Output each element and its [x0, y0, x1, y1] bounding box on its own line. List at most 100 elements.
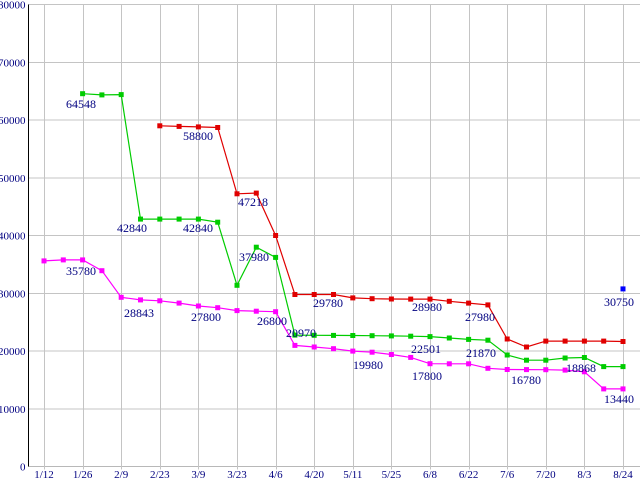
x-tick-label: 4/6: [269, 469, 284, 480]
red-series-point: [408, 296, 414, 302]
magenta-series-point: [273, 309, 279, 315]
y-tick-label: 10000: [0, 404, 26, 416]
green-series-point: [388, 333, 394, 339]
red-series-point: [331, 292, 336, 297]
magenta-series-point: [331, 346, 336, 352]
data-value-label: 29780: [313, 296, 343, 310]
x-tick-label: 5/11: [343, 469, 362, 480]
magenta-series-point: [157, 298, 163, 304]
magenta-series-point: [99, 268, 105, 274]
red-series-point: [253, 190, 259, 196]
magenta-series-point: [369, 349, 375, 355]
x-tick-label: 6/8: [423, 469, 438, 480]
magenta-series-point: [311, 344, 317, 350]
data-value-label: 20970: [286, 326, 316, 340]
y-tick-label: 60000: [0, 115, 26, 127]
red-series-point: [311, 292, 317, 297]
green-series-point: [176, 216, 182, 222]
green-series-point: [157, 216, 163, 222]
data-value-label: 58800: [183, 129, 213, 143]
data-value-label: 26800: [257, 314, 287, 328]
green-series-point: [350, 333, 356, 338]
red-series-point: [601, 338, 607, 344]
data-value-label: 42840: [117, 221, 147, 235]
red-series-point: [562, 338, 568, 344]
x-tick-label: 1/12: [34, 469, 54, 480]
y-tick-label: 20000: [0, 346, 26, 358]
green-series-point: [446, 335, 452, 341]
y-tick-label: 30000: [0, 288, 26, 300]
green-series-point: [273, 254, 279, 260]
magenta-series-point: [176, 300, 182, 306]
red-series-point: [273, 233, 279, 238]
red-series-point: [581, 338, 587, 344]
red-series-point: [543, 338, 549, 344]
magenta-series-point: [292, 342, 298, 348]
x-tick-label: 7/20: [536, 469, 556, 480]
magenta-series-point: [388, 352, 394, 357]
data-value-label: 30750: [604, 295, 634, 309]
x-tick-label: 5/25: [382, 469, 402, 480]
green-series-point: [524, 357, 529, 363]
green-series-point: [581, 355, 587, 360]
data-value-label: 64548: [66, 97, 96, 111]
magenta-series-point: [80, 257, 86, 263]
magenta-series-point: [215, 305, 221, 311]
magenta-series-point: [504, 367, 510, 372]
red-series-point: [388, 296, 394, 302]
green-series-point: [485, 337, 491, 343]
magenta-series-point: [466, 361, 472, 367]
x-tick-label: 7/6: [500, 469, 515, 480]
data-value-label: 28980: [412, 300, 442, 314]
magenta-series-point: [620, 386, 626, 392]
x-tick-label: 1/26: [73, 469, 93, 480]
magenta-series-point: [524, 367, 529, 373]
y-tick-label: 80000: [0, 0, 26, 12]
magenta-series-point: [485, 365, 491, 371]
data-value-label: 17800: [412, 369, 442, 383]
red-series-point: [446, 298, 452, 304]
green-series-point: [118, 92, 124, 98]
red-series-point: [350, 295, 356, 301]
green-series-point: [311, 332, 317, 338]
data-value-label: 13440: [604, 392, 634, 406]
x-tick-label: 3/9: [191, 469, 206, 480]
data-value-label: 21870: [466, 346, 496, 360]
green-series-point: [369, 333, 375, 339]
magenta-series-point: [195, 303, 201, 309]
green-series-point: [466, 336, 472, 342]
x-tick-label: 6/22: [459, 469, 479, 480]
red-series-point: [157, 123, 163, 129]
magenta-series-line: [43, 259, 623, 390]
magenta-series-point: [562, 367, 568, 373]
magenta-series-point: [543, 367, 549, 373]
green-series-point: [80, 91, 86, 97]
magenta-series-point: [234, 308, 240, 314]
green-series-line: [82, 93, 623, 368]
red-series-point: [215, 125, 221, 130]
green-series-point: [408, 333, 414, 339]
magenta-series-point: [253, 308, 259, 314]
green-series-point: [601, 364, 607, 370]
magenta-series-point: [350, 348, 356, 354]
green-series-point: [253, 244, 259, 250]
data-value-label: 27980: [465, 310, 495, 324]
x-tick-label: 8/24: [613, 469, 633, 480]
x-tick-label: 3/23: [227, 469, 247, 480]
red-series-point: [504, 336, 510, 342]
y-tick-label: 70000: [0, 57, 26, 69]
green-series-point: [331, 332, 336, 338]
y-tick-label: 50000: [0, 173, 26, 185]
green-series-point: [562, 355, 568, 361]
red-series-point: [292, 292, 298, 297]
data-value-label: 35780: [66, 264, 96, 278]
red-series-point: [466, 300, 472, 306]
green-series-point: [504, 352, 510, 358]
green-series-point: [99, 92, 105, 98]
red-series-point: [369, 296, 375, 302]
green-series-point: [234, 282, 240, 288]
red-series-point: [195, 124, 201, 130]
x-tick-label: 4/20: [304, 469, 324, 480]
x-tick-label: 8/3: [577, 469, 592, 480]
